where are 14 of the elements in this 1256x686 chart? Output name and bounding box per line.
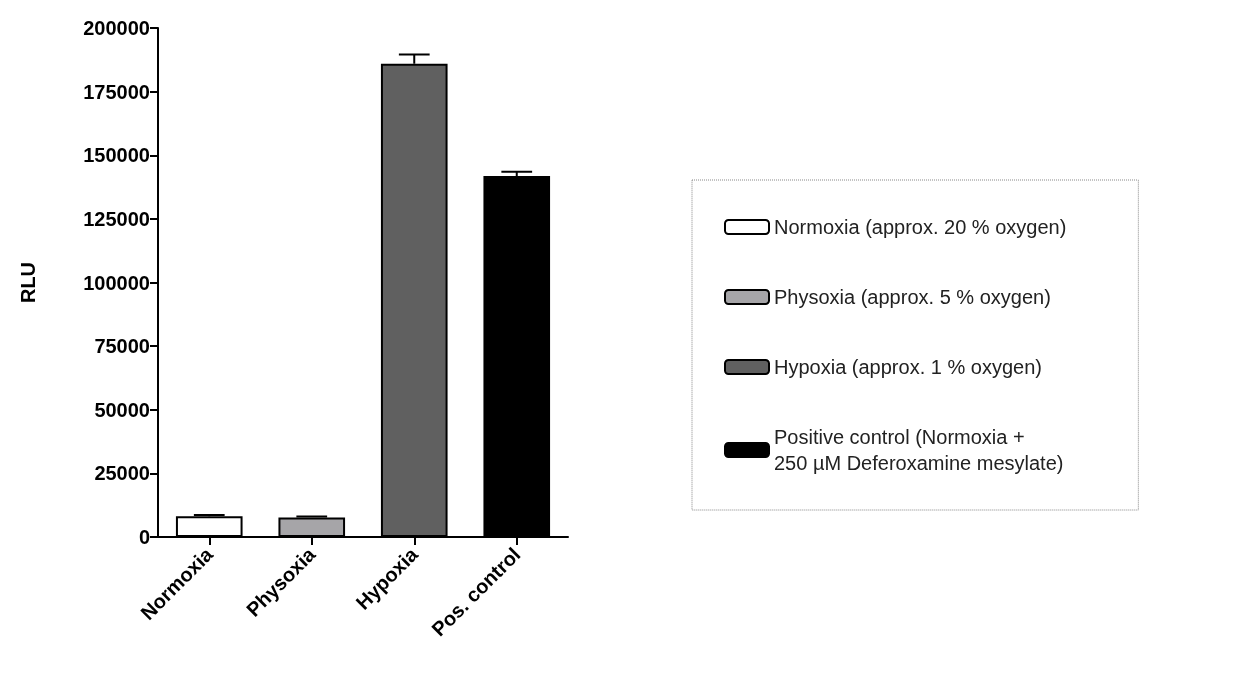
y-tick-label: 100000 xyxy=(83,271,150,294)
y-tick-label: 75000 xyxy=(94,335,150,358)
y-axis-title: RLU xyxy=(17,261,39,304)
y-tick-label: 200000 xyxy=(83,17,150,39)
y-tick-label: 125000 xyxy=(83,207,150,230)
y-tick-label: 50000 xyxy=(94,398,150,421)
y-tick-label: 150000 xyxy=(83,144,150,167)
legend-label: Positive control (Normoxia + 250 µM Deferoxamine mesylate) xyxy=(774,426,1064,474)
legend-label: Physoxia (approx. 5 % oxygen) xyxy=(774,286,1051,308)
y-tick-label: 175000 xyxy=(83,80,150,103)
y-tick-label: 25000 xyxy=(94,462,150,485)
y-tick-label: 0 xyxy=(138,526,150,548)
legend-label: Hypoxia (approx. 1 % oxygen) xyxy=(774,356,1042,378)
legend-label: Normoxia (approx. 20 % oxygen) xyxy=(774,216,1067,238)
